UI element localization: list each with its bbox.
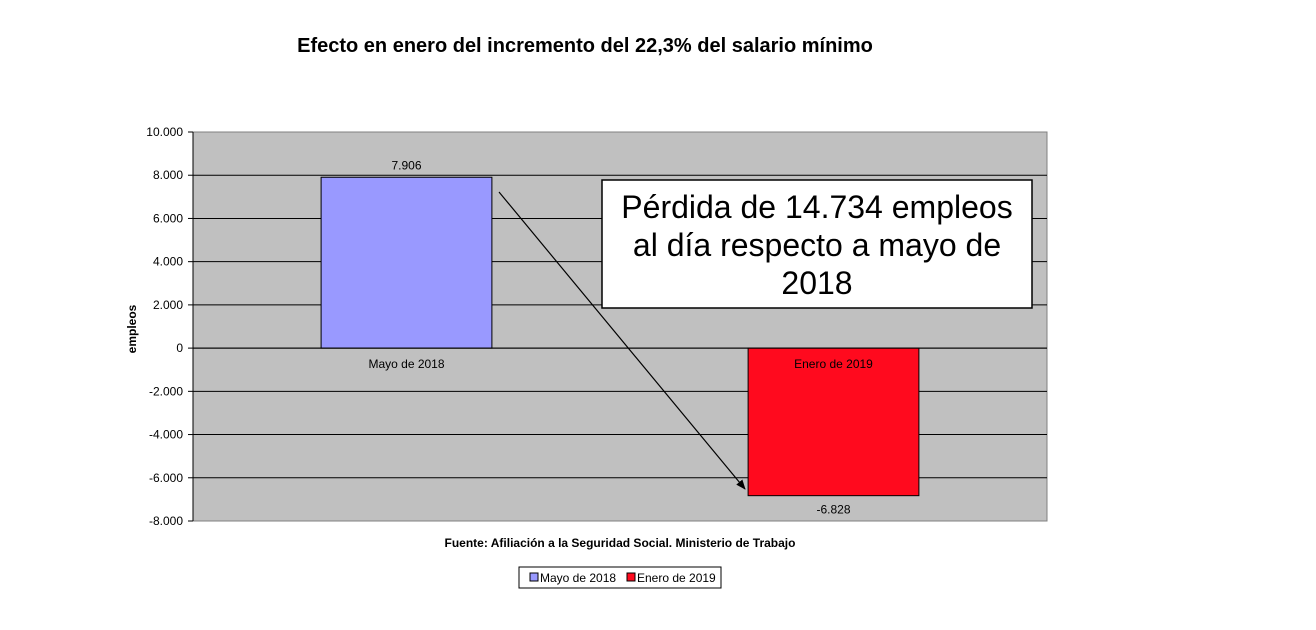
y-axis-ticks: 10.000 8.000 6.000 4.000 2.000 0 -2.000 -4.000 -… <box>146 125 193 528</box>
annotation-line-2: al día respecto a mayo de <box>633 227 1001 263</box>
legend-swatch-mayo <box>529 572 539 582</box>
y-tick-label: 4.000 <box>153 255 183 269</box>
y-tick-label: -2.000 <box>149 384 183 398</box>
annotation-box: Pérdida de 14.734 empleos al día respect… <box>601 179 1033 309</box>
annotation-line-3: 2018 <box>781 265 852 301</box>
bar-value-label: -6.828 <box>816 503 850 517</box>
annotation-box-frame <box>601 179 1033 309</box>
y-tick-label: -8.000 <box>149 514 183 528</box>
y-tick-label: 2.000 <box>153 298 183 312</box>
category-label: Mayo de 2018 <box>368 357 444 371</box>
legend-swatch-enero <box>626 572 636 582</box>
bar-labels: 7.906 Mayo de 2018 -6.828 Enero de 2019 <box>368 158 873 516</box>
y-tick-label: 8.000 <box>153 168 183 182</box>
y-tick-label: 0 <box>176 341 183 355</box>
y-tick-label: 10.000 <box>146 125 183 139</box>
y-axis-label: empleos <box>125 304 139 353</box>
y-tick-label: -4.000 <box>149 428 183 442</box>
y-tick-label: 6.000 <box>153 211 183 225</box>
legend-label-enero: Enero de 2019 <box>637 571 716 585</box>
bar-enero-2019 <box>747 347 920 497</box>
trend-arrow <box>498 191 746 490</box>
annotation-line-1: Pérdida de 14.734 empleos <box>621 189 1012 225</box>
bar-mayo-2018 <box>320 176 493 349</box>
y-tick-label: -6.000 <box>149 471 183 485</box>
chart-title: Efecto en enero del incremento del 22,3%… <box>297 35 873 57</box>
legend-frame <box>518 566 722 589</box>
source-note: Fuente: Afiliación a la Seguridad Social… <box>445 536 796 550</box>
bars <box>320 176 920 497</box>
legend: Mayo de 2018 Enero de 2019 <box>518 566 722 589</box>
legend-label-mayo: Mayo de 2018 <box>540 571 616 585</box>
bar-value-label: 7.906 <box>391 158 421 172</box>
category-label: Enero de 2019 <box>794 357 873 371</box>
